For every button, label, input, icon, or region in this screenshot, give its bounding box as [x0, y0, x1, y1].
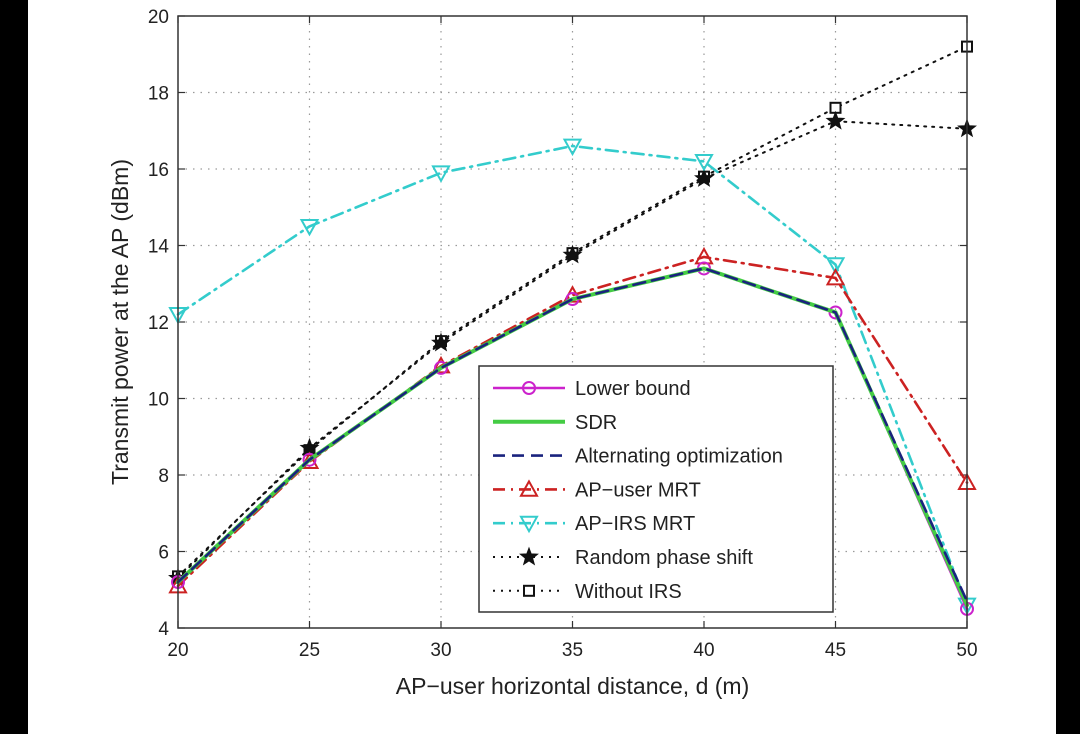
data-point-ap-irs-mrt: [825, 257, 846, 275]
y-tick-label: 10: [148, 390, 169, 411]
legend-label: AP−user MRT: [575, 479, 701, 501]
legend-entry-ap-user-mrt: AP−user MRT: [493, 479, 701, 501]
data-point-ap-irs-mrt: [562, 138, 583, 157]
legend-label: SDR: [575, 412, 617, 434]
legend-entry-ap-irs-mrt: AP−IRS MRT: [493, 513, 695, 535]
right-border-band: [1056, 0, 1080, 734]
legend-entry-without-irs: Without IRS: [493, 581, 682, 603]
series-line-alternating-optimization: [176, 267, 969, 603]
y-tick-label: 6: [158, 543, 169, 564]
legend-entry-sdr: SDR: [493, 412, 617, 434]
data-point-lower-bound: [302, 452, 317, 467]
y-tick-label: 12: [148, 313, 169, 334]
ticks: 20 25 30 35 40 45 50 4 6 8 10 12 14 16 18 20: [148, 7, 978, 661]
legend-marker: [523, 584, 535, 597]
y-tick-label: 20: [148, 7, 169, 28]
y-tick-label: 8: [158, 466, 169, 487]
y-axis-label: Transmit power at the AP (dBm): [107, 159, 133, 485]
legend-entry-random-phase-shift: Random phase shift: [493, 546, 753, 569]
data-point-random-phase-shift: [562, 244, 583, 264]
x-tick-label: 25: [299, 640, 320, 661]
legend-marker: [519, 479, 539, 497]
legend-entry-lower-bound: Lower bound: [493, 378, 691, 400]
x-tick-label: 30: [430, 640, 451, 661]
y-tick-label: 4: [158, 619, 169, 640]
chart-area: 20 25 30 35 40 45 50 4 6 8 10 12 14 16 18 20 AP−user hor…: [28, 0, 1056, 734]
data-point-ap-irs-mrt: [431, 165, 451, 183]
legend: Lower bound SDR Alternating optimization AP…: [478, 365, 834, 613]
left-border-band: [0, 0, 28, 734]
x-axis-label: AP−user horizontal distance, d (m): [396, 673, 749, 699]
data-point-random-phase-shift: [694, 168, 714, 187]
legend-marker: [519, 515, 539, 534]
x-tick-label: 45: [825, 640, 846, 661]
y-tick-label: 14: [148, 237, 170, 258]
y-tick-label: 18: [148, 84, 169, 105]
legend-label: AP−IRS MRT: [575, 513, 695, 535]
legend-label: Without IRS: [575, 581, 682, 603]
line-chart: 20 25 30 35 40 45 50 4 6 8 10 12 14 16 18 20 AP−user hor…: [107, 7, 978, 699]
series-ap-irs-mrt: [168, 138, 977, 616]
x-tick-label: 35: [562, 640, 583, 661]
x-tick-label: 40: [693, 640, 714, 661]
data-point-random-phase-shift: [825, 110, 846, 130]
plot-frame: [177, 15, 968, 629]
data-point-lower-bound: [434, 360, 448, 375]
series-alternating-optimization: [176, 267, 969, 603]
data-point-ap-irs-mrt: [299, 218, 320, 237]
x-tick-label: 20: [167, 640, 188, 661]
series-group: [168, 40, 977, 616]
legend-marker: [519, 546, 539, 566]
x-tick-label: 50: [956, 640, 977, 661]
data-point-ap-irs-mrt: [694, 153, 714, 172]
data-point-random-phase-shift: [431, 332, 451, 352]
legend-entry-alternating-optimization: Alternating optimization: [493, 446, 783, 468]
legend-label: Random phase shift: [575, 547, 753, 569]
series-line-ap-irs-mrt: [176, 144, 969, 607]
data-point-ap-user-mrt: [825, 267, 846, 286]
legend-label: Alternating optimization: [575, 446, 783, 468]
legend-label: Lower bound: [575, 378, 691, 400]
legend-marker: [522, 381, 536, 395]
y-tick-label: 16: [148, 160, 169, 181]
